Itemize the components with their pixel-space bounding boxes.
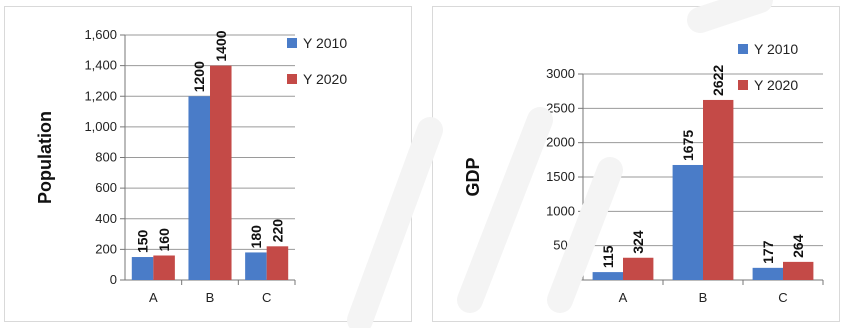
y-tick-label: 2500 xyxy=(546,100,575,115)
x-tick-label: A xyxy=(149,290,158,305)
y-tick-label: 400 xyxy=(95,211,117,226)
y-tick-label: 1500 xyxy=(546,169,575,184)
bar-y-2020-b xyxy=(703,99,734,281)
legend-label: Y 2010 xyxy=(754,41,798,57)
population-chart-panel: 0 200 400 600 800 1,000 1,200 1,400 1,600 150 160 A… xyxy=(4,6,412,322)
y-tick-label: 800 xyxy=(95,150,117,165)
legend-label: Y 2020 xyxy=(754,77,798,93)
bar-y-2020-a xyxy=(623,257,654,280)
data-label: 220 xyxy=(269,219,285,243)
data-label: 1400 xyxy=(213,30,229,61)
x-tick-label: B xyxy=(206,290,215,305)
data-label: 1200 xyxy=(191,61,207,92)
y-tick-label: 1,400 xyxy=(84,58,117,73)
y-tick-label: 2000 xyxy=(546,135,575,150)
y-tick-label: 1,000 xyxy=(84,119,117,134)
bar-y-2020-b xyxy=(210,65,232,280)
data-label: 264 xyxy=(790,234,806,258)
data-label: 2622 xyxy=(710,65,726,96)
x-tick-label: B xyxy=(699,290,708,305)
data-label: 150 xyxy=(135,229,151,253)
legend-label: Y 2020 xyxy=(303,71,347,87)
bar-y-2020-c xyxy=(783,261,814,280)
gdp-chart-panel: 0 500 1000 1500 2000 2500 3000 115 324 A 1675 2622 B… xyxy=(432,6,840,322)
x-tick-label: C xyxy=(262,290,271,305)
y-tick-label: 0 xyxy=(568,272,575,287)
data-label: 160 xyxy=(156,228,172,252)
legend-label: Y 2010 xyxy=(303,35,347,51)
data-label: 324 xyxy=(630,230,646,254)
bar-y-2010-b xyxy=(188,96,210,280)
y-tick-label: 500 xyxy=(553,238,575,253)
y-tick-label: 1000 xyxy=(546,203,575,218)
data-label: 177 xyxy=(760,240,776,264)
x-tick-label: A xyxy=(619,290,628,305)
bar-y-2020-c xyxy=(266,246,289,280)
y-tick-label: 1,200 xyxy=(84,88,117,103)
y-axis-title: GDP xyxy=(463,157,483,196)
y-tick-label: 200 xyxy=(95,241,117,256)
legend-swatch xyxy=(738,80,748,90)
y-tick-label: 600 xyxy=(95,180,117,195)
x-tick-label: C xyxy=(778,290,787,305)
bar-y-2010-b xyxy=(672,164,703,280)
y-tick-label: 1,600 xyxy=(84,27,117,42)
y-tick-label: 0 xyxy=(110,272,117,287)
y-tick-label: 3000 xyxy=(546,66,575,81)
data-label: 180 xyxy=(248,225,264,249)
bar-y-2010-c xyxy=(245,252,267,280)
population-bar-chart: 0 200 400 600 800 1,000 1,200 1,400 1,600 150 160 A… xyxy=(35,27,347,305)
bar-y-2010-c xyxy=(752,267,783,280)
bar-y-2010-a xyxy=(131,257,154,280)
bar-y-2010-a xyxy=(592,272,623,280)
y-axis-title: Population xyxy=(35,111,55,204)
data-label: 1675 xyxy=(680,130,696,161)
legend-swatch xyxy=(287,38,297,48)
legend-swatch xyxy=(738,44,748,54)
bar-y-2020-a xyxy=(153,255,175,280)
legend-swatch xyxy=(287,74,297,84)
gdp-bar-chart: 0 500 1000 1500 2000 2500 3000 115 324 A 1675 2622 B… xyxy=(463,41,824,305)
data-label: 115 xyxy=(600,245,616,268)
